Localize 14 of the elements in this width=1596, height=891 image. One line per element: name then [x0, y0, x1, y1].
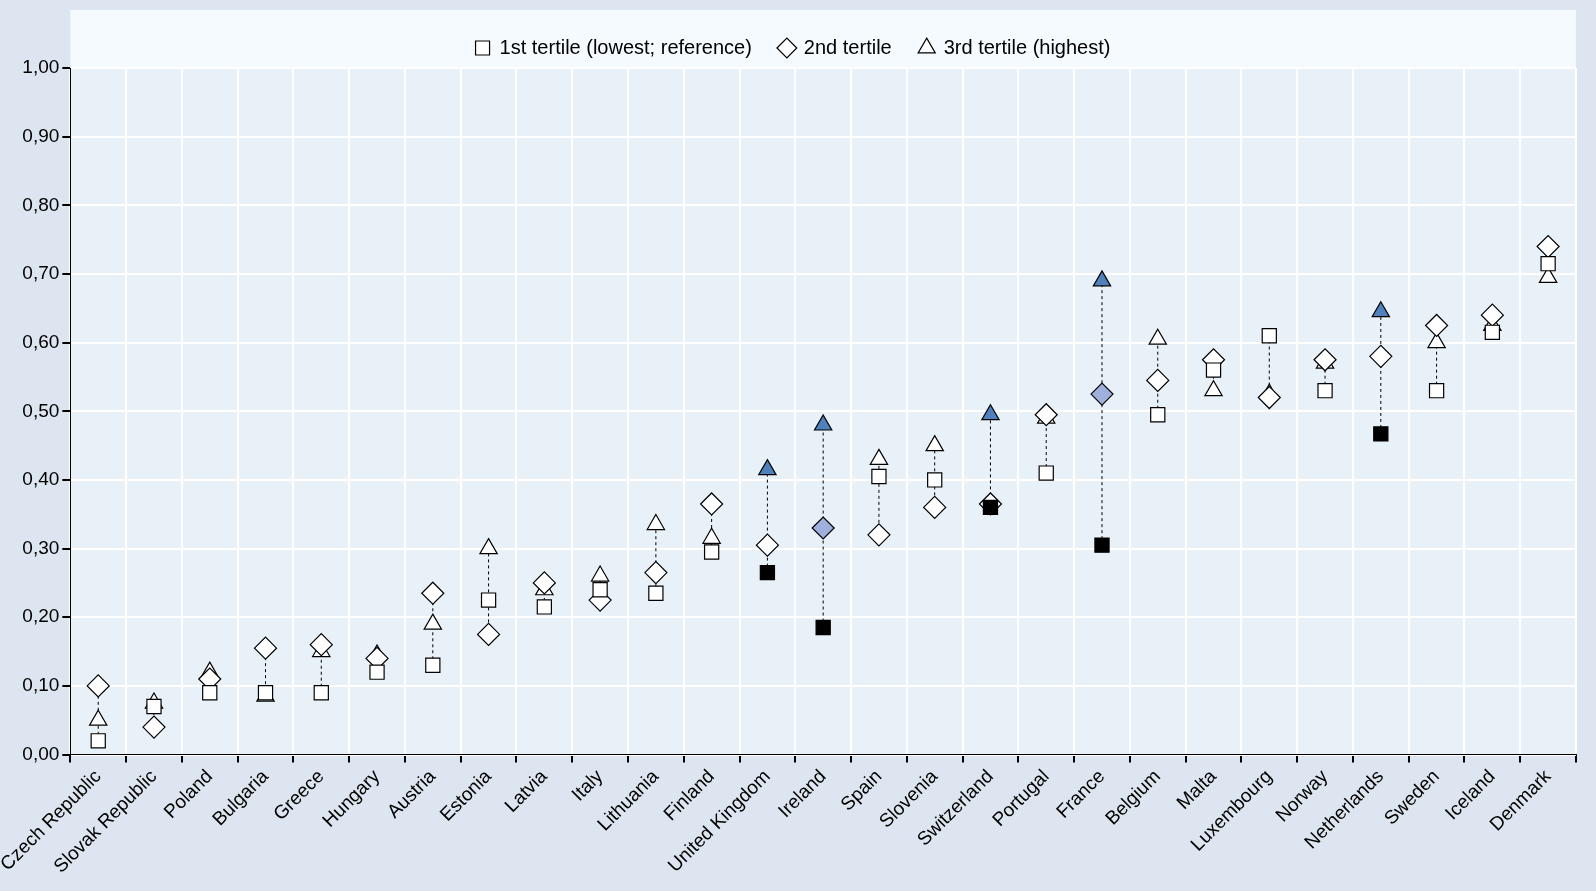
legend-label: 3rd tertile (highest) — [943, 35, 1111, 58]
y-tick-label: 0,70 — [22, 262, 60, 284]
y-tick-label: 0,00 — [22, 742, 60, 764]
y-tick-label: 0,50 — [22, 399, 60, 421]
legend-label: 2nd tertile — [803, 35, 892, 58]
y-tick-label: 1,00 — [22, 56, 60, 78]
y-tick-label: 0,10 — [22, 674, 60, 696]
y-tick-label: 0,30 — [22, 536, 60, 558]
y-tick-label: 0,40 — [22, 468, 60, 490]
y-tick-label: 0,20 — [22, 605, 60, 627]
legend-label: 1st tertile (lowest; reference) — [499, 35, 752, 58]
y-tick-label: 0,80 — [22, 193, 60, 215]
y-tick-label: 0,60 — [22, 330, 60, 352]
y-tick-label: 0,90 — [22, 124, 60, 146]
